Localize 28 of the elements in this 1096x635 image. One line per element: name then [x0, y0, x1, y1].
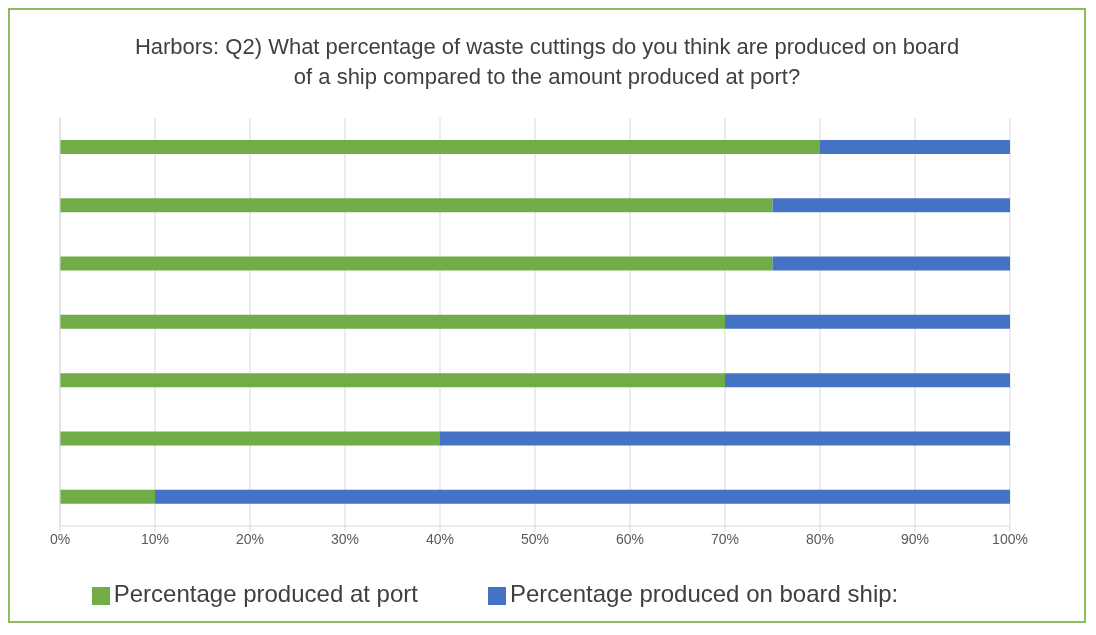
x-tick-label: 40% — [425, 530, 455, 547]
chart-title: Harbors: Q2) What percentage of waste cuttings do you think are produced on board of a ship compared to the amount produced at port? — [133, 33, 961, 91]
bar — [60, 314, 725, 329]
bar — [60, 256, 773, 271]
bar — [772, 256, 1010, 271]
x-tick-label: 100% — [992, 530, 1028, 547]
bar — [60, 373, 725, 388]
bar — [60, 431, 440, 446]
legend-label: Percentage produced at port — [113, 580, 418, 607]
bar — [155, 489, 1010, 504]
x-tick-label: 30% — [330, 530, 360, 547]
bar — [725, 373, 1010, 388]
bar — [440, 431, 1010, 446]
x-tick-label: 80% — [805, 530, 835, 547]
bar — [820, 140, 1010, 154]
x-tick-label: 10% — [140, 530, 170, 547]
x-tick-label: 50% — [520, 530, 550, 547]
x-tick-label: 20% — [235, 530, 265, 547]
x-tick-label: 70% — [710, 530, 740, 547]
legend-label: Percentage produced on board ship: — [509, 580, 899, 607]
bar — [60, 140, 820, 154]
x-tick-label: 60% — [615, 530, 645, 547]
bar — [60, 489, 155, 504]
bar — [772, 198, 1010, 213]
bar — [725, 314, 1010, 329]
x-tick-label: 90% — [900, 530, 930, 547]
x-tick-label: 0% — [49, 530, 71, 547]
bar — [60, 198, 773, 213]
